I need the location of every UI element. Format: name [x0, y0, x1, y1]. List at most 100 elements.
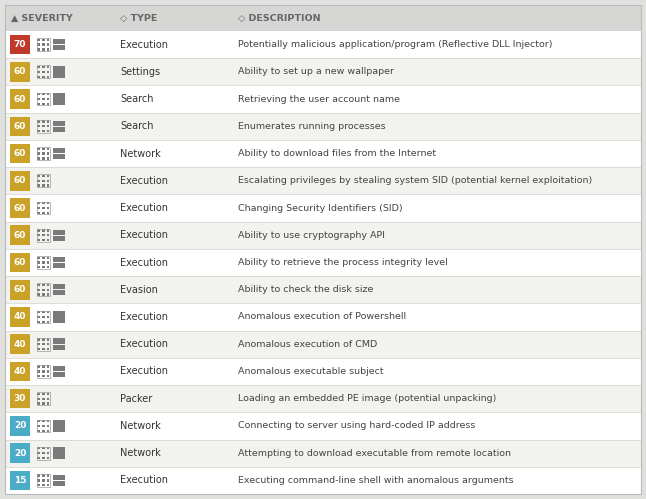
Bar [54, 236, 59, 241]
Bar [37, 321, 39, 323]
Bar [10, 307, 30, 327]
Bar [42, 293, 45, 296]
Bar [37, 457, 39, 459]
Bar [42, 185, 45, 187]
Bar [5, 5, 641, 31]
Bar [47, 130, 49, 132]
Bar [37, 370, 39, 373]
Bar [47, 229, 49, 232]
Bar [59, 257, 65, 262]
Text: 40: 40 [14, 367, 26, 376]
Bar [42, 430, 45, 432]
Bar [47, 288, 49, 291]
Bar [47, 316, 49, 318]
Bar [10, 416, 30, 436]
Bar [59, 284, 65, 289]
Bar [54, 372, 59, 377]
Bar [59, 344, 65, 350]
Bar [5, 412, 641, 440]
Text: 60: 60 [14, 122, 26, 131]
Bar [54, 45, 59, 50]
Bar [42, 103, 45, 105]
Bar [42, 261, 45, 263]
Bar [59, 45, 65, 50]
Bar [47, 375, 49, 377]
Bar [42, 180, 45, 182]
Text: Anomalous execution of Powershell: Anomalous execution of Powershell [238, 312, 406, 321]
Bar [37, 229, 50, 242]
Text: 60: 60 [14, 231, 26, 240]
Bar [5, 140, 641, 167]
Bar [54, 263, 59, 268]
Bar [54, 311, 59, 317]
Bar [5, 222, 641, 249]
Bar [47, 452, 49, 454]
Text: Attempting to download executable from remote location: Attempting to download executable from r… [238, 449, 511, 458]
Bar [54, 148, 59, 153]
Bar [42, 207, 45, 209]
Bar [5, 31, 641, 58]
Bar [59, 154, 65, 159]
Bar [59, 475, 65, 480]
Bar [37, 392, 50, 405]
Bar [42, 125, 45, 127]
Bar [37, 157, 39, 160]
Bar [54, 284, 59, 289]
Bar [37, 229, 39, 232]
Text: Loading an embedded PE image (potential unpacking): Loading an embedded PE image (potential … [238, 394, 496, 403]
Bar [37, 130, 39, 132]
Bar [37, 338, 50, 351]
Text: 20: 20 [14, 449, 26, 458]
Bar [37, 284, 39, 286]
Text: Executing command-line shell with anomalous arguments: Executing command-line shell with anomal… [238, 476, 514, 485]
Text: Execution: Execution [120, 366, 169, 376]
Bar [37, 175, 50, 187]
Bar [37, 447, 50, 460]
Bar [5, 113, 641, 140]
Bar [42, 393, 45, 395]
Bar [42, 425, 45, 427]
Bar [42, 212, 45, 214]
Bar [47, 175, 49, 177]
Bar [54, 338, 59, 344]
Bar [47, 475, 49, 477]
Bar [10, 171, 30, 191]
Bar [42, 239, 45, 241]
Bar [37, 266, 39, 268]
Bar [59, 66, 65, 71]
Bar [37, 120, 39, 123]
Bar [37, 310, 50, 323]
Bar [47, 180, 49, 182]
Text: 60: 60 [14, 204, 26, 213]
Bar [47, 120, 49, 123]
Bar [37, 38, 50, 51]
Bar [42, 398, 45, 400]
Bar [47, 457, 49, 459]
Bar [59, 481, 65, 486]
Bar [42, 484, 45, 487]
Bar [42, 93, 45, 95]
Bar [37, 474, 50, 487]
Bar [5, 58, 641, 85]
Bar [10, 198, 30, 218]
Bar [10, 35, 30, 54]
Text: 40: 40 [14, 312, 26, 321]
Bar [37, 152, 39, 155]
Bar [42, 152, 45, 155]
Text: Retrieving the user account name: Retrieving the user account name [238, 95, 400, 104]
Bar [59, 454, 65, 459]
Bar [10, 89, 30, 109]
Bar [10, 62, 30, 82]
Bar [37, 75, 39, 78]
Bar [10, 389, 30, 409]
Bar [37, 430, 39, 432]
Bar [54, 366, 59, 371]
Bar [47, 256, 49, 259]
Bar [5, 385, 641, 412]
Bar [47, 202, 49, 204]
Bar [47, 71, 49, 73]
Bar [37, 202, 50, 215]
Bar [37, 484, 39, 487]
Bar [5, 440, 641, 467]
Text: Execution: Execution [120, 39, 169, 49]
